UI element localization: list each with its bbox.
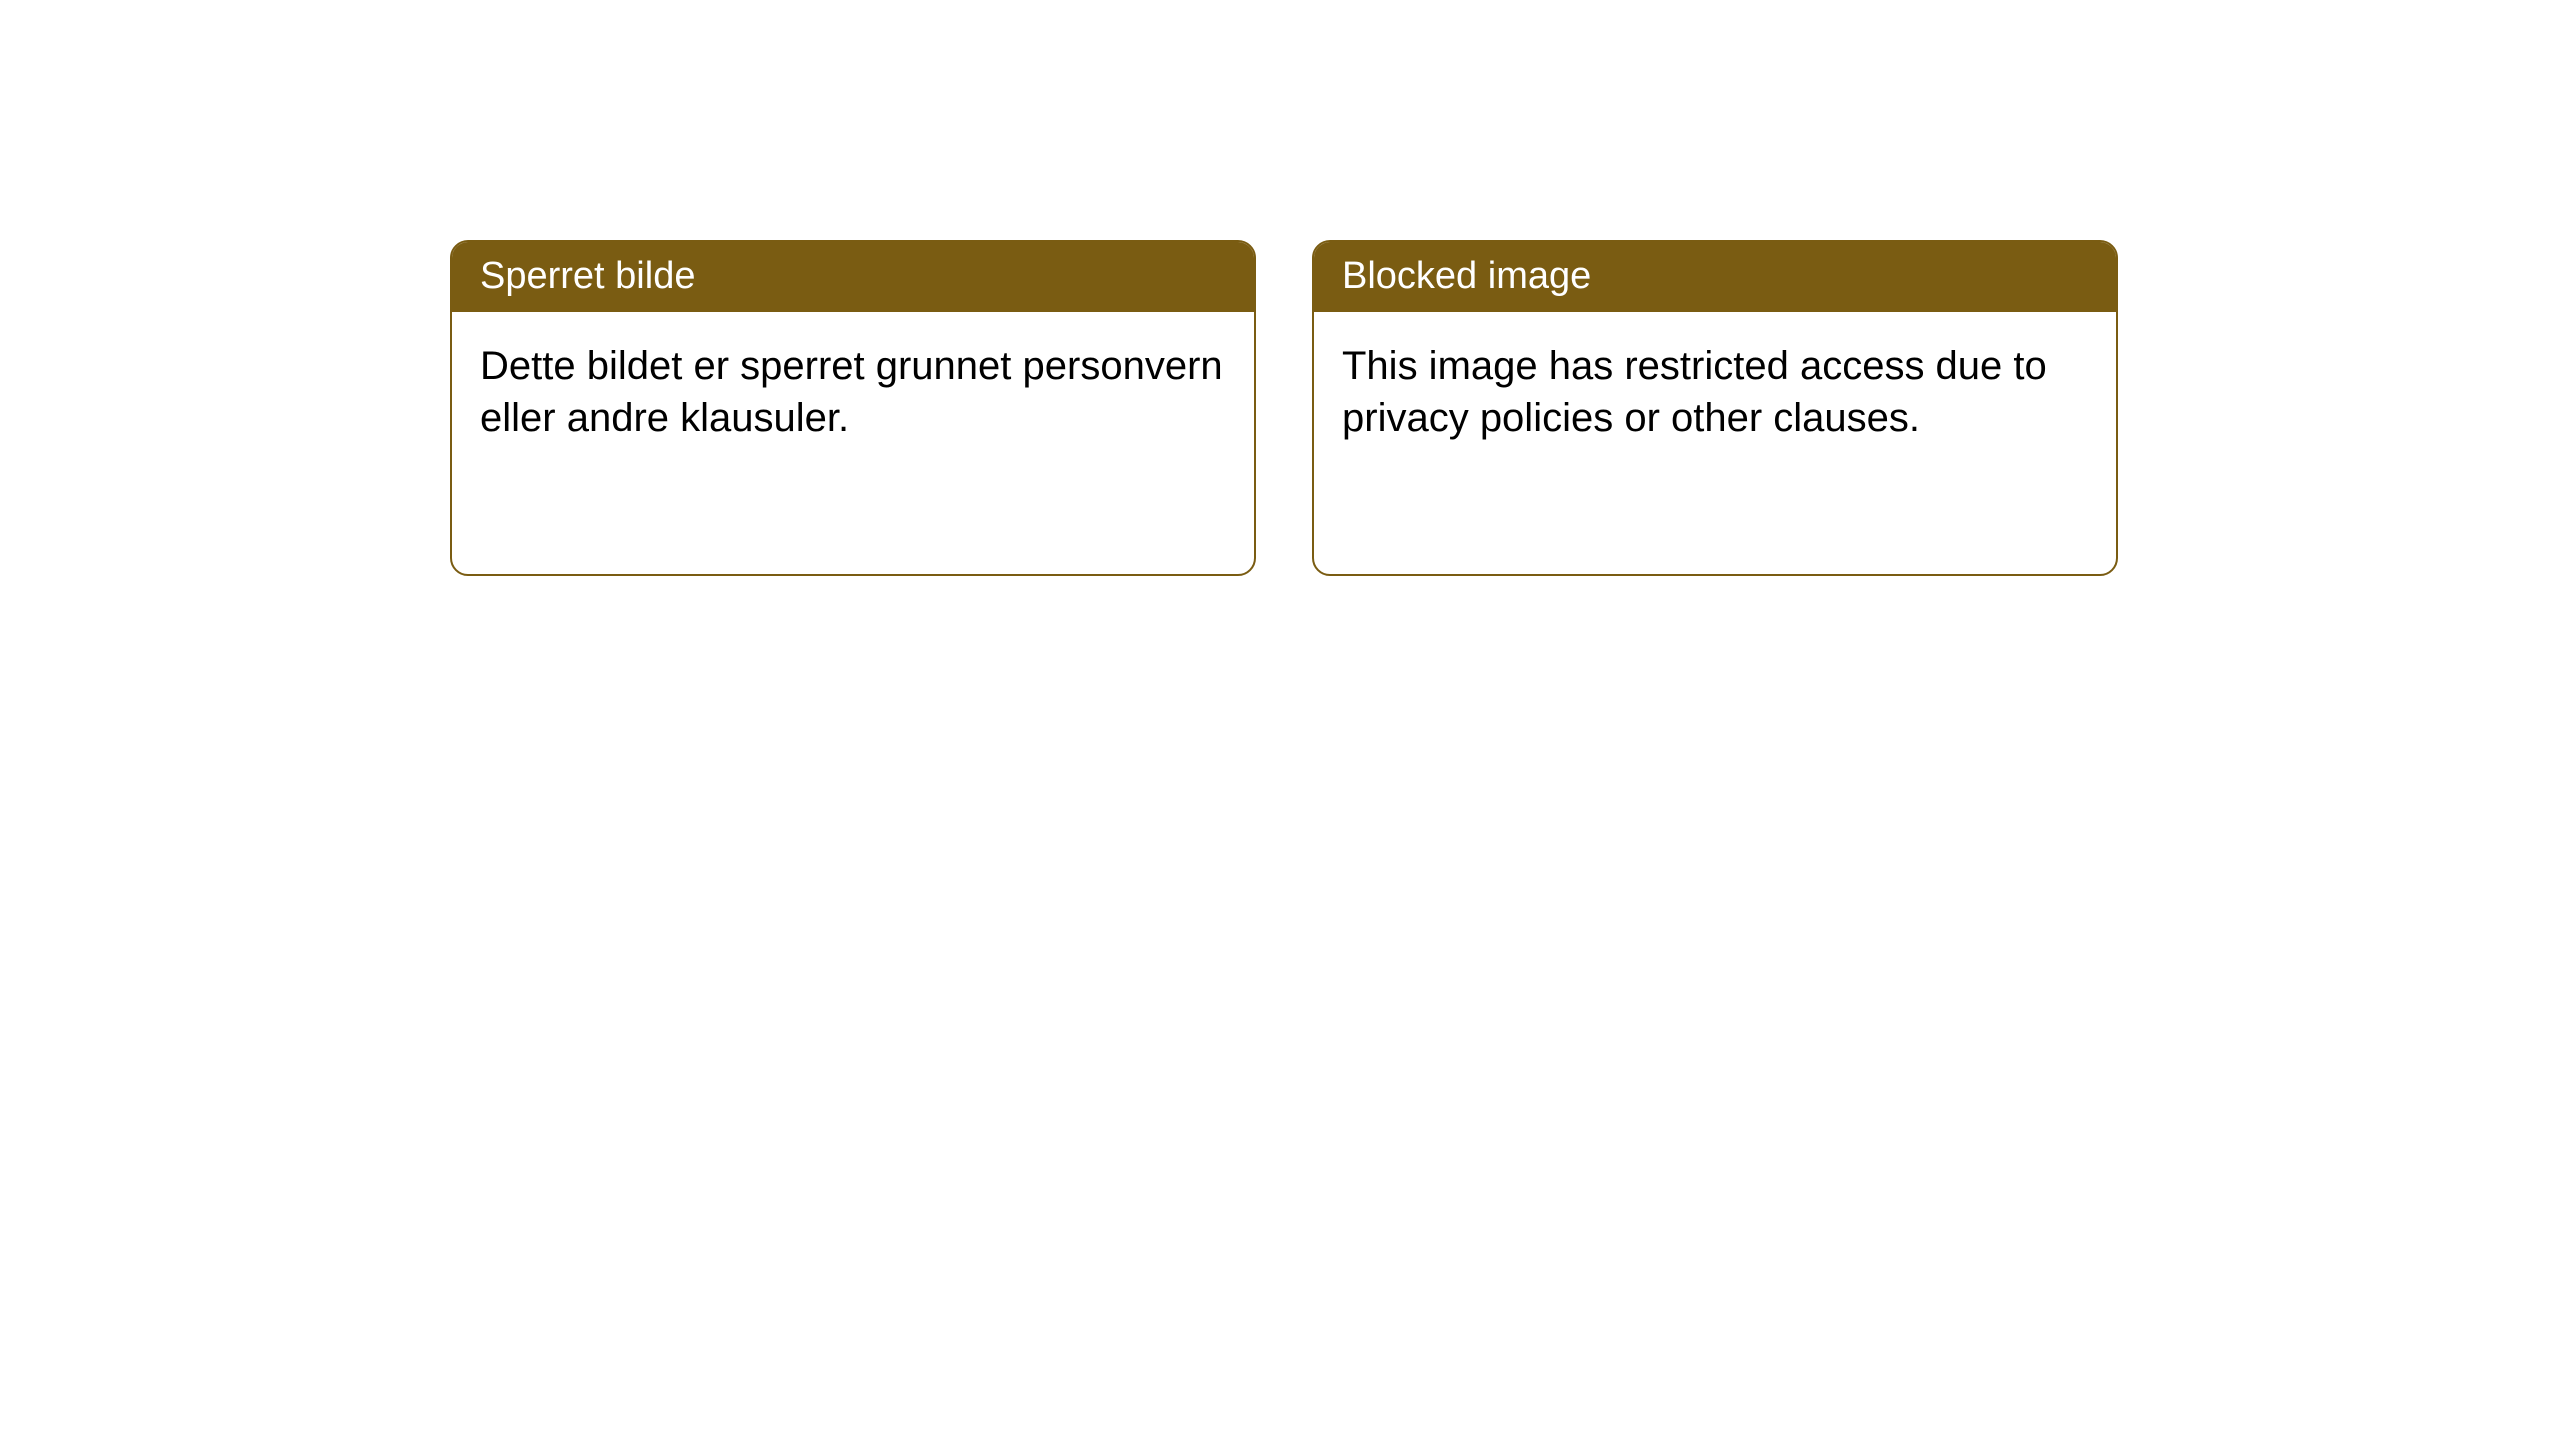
blocked-image-notice-container: Sperret bilde Dette bildet er sperret gr… (450, 240, 2118, 576)
blocked-image-card-en-header: Blocked image (1314, 242, 2116, 312)
blocked-image-card-no-header: Sperret bilde (452, 242, 1254, 312)
blocked-image-card-no-body: Dette bildet er sperret grunnet personve… (452, 312, 1254, 474)
blocked-image-card-en-body: This image has restricted access due to … (1314, 312, 2116, 474)
blocked-image-card-no: Sperret bilde Dette bildet er sperret gr… (450, 240, 1256, 576)
blocked-image-card-en: Blocked image This image has restricted … (1312, 240, 2118, 576)
